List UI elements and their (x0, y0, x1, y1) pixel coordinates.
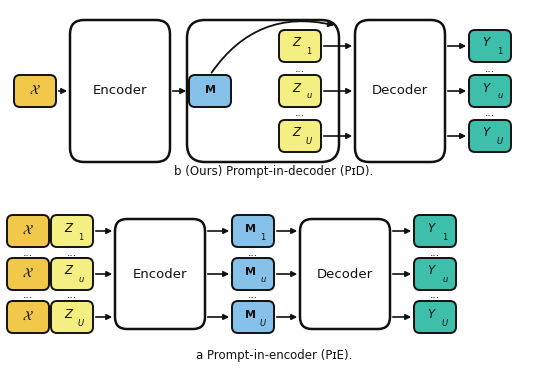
Text: $\mathbf{M}$: $\mathbf{M}$ (244, 265, 256, 277)
FancyBboxPatch shape (14, 75, 56, 107)
Text: $Z$: $Z$ (64, 222, 75, 235)
FancyBboxPatch shape (189, 75, 231, 107)
Text: a Prompt-in-encoder (PɪE).: a Prompt-in-encoder (PɪE). (196, 349, 352, 362)
Text: $u$: $u$ (306, 91, 312, 100)
Text: $Z$: $Z$ (292, 127, 302, 139)
FancyBboxPatch shape (232, 301, 274, 333)
FancyBboxPatch shape (279, 30, 321, 62)
Text: Encoder: Encoder (93, 85, 147, 98)
FancyBboxPatch shape (51, 301, 93, 333)
Text: $u$: $u$ (77, 274, 84, 283)
Text: Decoder: Decoder (372, 85, 428, 98)
Text: $\mathcal{X}$: $\mathcal{X}$ (22, 310, 34, 322)
FancyBboxPatch shape (115, 219, 205, 329)
Text: ...: ... (67, 247, 77, 257)
Text: $\mathcal{X}$: $\mathcal{X}$ (22, 266, 34, 279)
FancyBboxPatch shape (414, 215, 456, 247)
FancyBboxPatch shape (7, 215, 49, 247)
Text: ...: ... (295, 64, 305, 73)
Text: $Y$: $Y$ (427, 308, 437, 320)
FancyBboxPatch shape (232, 258, 274, 290)
Text: $Y$: $Y$ (427, 222, 437, 235)
Text: $u$: $u$ (260, 274, 266, 283)
Text: ...: ... (248, 247, 258, 257)
FancyBboxPatch shape (469, 120, 511, 152)
Text: $1$: $1$ (260, 230, 266, 242)
Text: $1$: $1$ (306, 46, 312, 56)
Text: ...: ... (485, 108, 495, 119)
Text: ...: ... (23, 291, 33, 300)
FancyBboxPatch shape (187, 20, 339, 162)
FancyBboxPatch shape (469, 75, 511, 107)
FancyBboxPatch shape (7, 258, 49, 290)
Text: $1$: $1$ (78, 230, 84, 242)
FancyBboxPatch shape (70, 20, 170, 162)
FancyBboxPatch shape (51, 215, 93, 247)
Text: ...: ... (67, 291, 77, 300)
Text: b (Ours) Prompt-in-decoder (PɪD).: b (Ours) Prompt-in-decoder (PɪD). (174, 164, 374, 178)
Text: $\mathcal{X}$: $\mathcal{X}$ (22, 223, 34, 237)
FancyBboxPatch shape (355, 20, 445, 162)
Text: Encoder: Encoder (133, 267, 187, 281)
Text: Decoder: Decoder (317, 267, 373, 281)
Text: $1$: $1$ (442, 230, 448, 242)
Text: $Z$: $Z$ (292, 81, 302, 95)
Text: $Z$: $Z$ (64, 308, 75, 320)
Text: ...: ... (485, 64, 495, 73)
Text: ...: ... (430, 247, 440, 257)
Text: $Y$: $Y$ (482, 127, 492, 139)
Text: $Z$: $Z$ (64, 264, 75, 278)
FancyBboxPatch shape (414, 301, 456, 333)
Text: ...: ... (23, 247, 33, 257)
FancyBboxPatch shape (232, 215, 274, 247)
Text: $U$: $U$ (305, 135, 313, 147)
Text: ...: ... (430, 291, 440, 300)
FancyBboxPatch shape (279, 75, 321, 107)
FancyBboxPatch shape (469, 30, 511, 62)
Text: $\mathcal{X}$: $\mathcal{X}$ (29, 83, 41, 96)
FancyBboxPatch shape (51, 258, 93, 290)
Text: $\mathbf{M}$: $\mathbf{M}$ (204, 83, 216, 95)
FancyBboxPatch shape (7, 301, 49, 333)
Text: $U$: $U$ (259, 317, 267, 327)
FancyBboxPatch shape (414, 258, 456, 290)
Text: ...: ... (248, 291, 258, 300)
FancyBboxPatch shape (279, 120, 321, 152)
Text: $U$: $U$ (441, 317, 449, 327)
Text: $1$: $1$ (496, 46, 503, 56)
Text: $u$: $u$ (496, 91, 504, 100)
Text: $Y$: $Y$ (482, 81, 492, 95)
FancyBboxPatch shape (300, 219, 390, 329)
Text: $U$: $U$ (77, 317, 85, 327)
Text: ...: ... (295, 108, 305, 119)
Text: $u$: $u$ (442, 274, 448, 283)
Text: $Y$: $Y$ (427, 264, 437, 278)
Text: $\mathbf{M}$: $\mathbf{M}$ (244, 222, 256, 234)
Text: $\mathbf{M}$: $\mathbf{M}$ (244, 308, 256, 320)
Text: $Y$: $Y$ (482, 37, 492, 49)
Text: $Z$: $Z$ (292, 37, 302, 49)
Text: $U$: $U$ (496, 135, 504, 147)
